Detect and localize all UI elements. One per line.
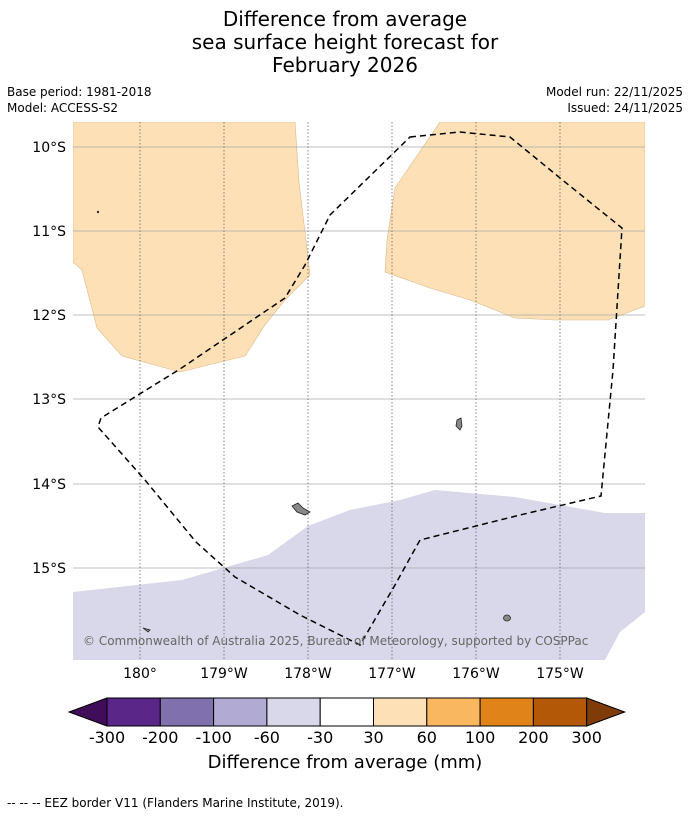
colorbar-tick-label: -30 bbox=[307, 728, 334, 747]
lat-label: 11°S bbox=[32, 224, 66, 240]
lon-label: 175°W bbox=[536, 666, 584, 682]
colorbar-extend-high bbox=[586, 697, 627, 727]
colorbar-tick-label: -100 bbox=[195, 728, 232, 747]
title-line-1: Difference from average bbox=[222, 7, 468, 31]
colorbar-segment bbox=[532, 697, 588, 727]
colorbar-tick-label: 100 bbox=[464, 728, 496, 747]
lon-label: 177°W bbox=[368, 666, 416, 682]
title-line-3: February 2026 bbox=[272, 53, 418, 77]
island-southeast bbox=[503, 614, 511, 622]
meta-right: Model run: 22/11/2025 Issued: 24/11/2025 bbox=[546, 84, 683, 116]
negative-anomaly-region-south bbox=[73, 490, 645, 660]
island-central bbox=[291, 502, 311, 516]
attribution-text: © Commonwealth of Australia 2025, Bureau… bbox=[83, 634, 588, 648]
lat-label: 14°S bbox=[32, 477, 66, 493]
lon-label: 180° bbox=[123, 666, 157, 682]
island-east bbox=[455, 417, 463, 431]
lat-label: 15°S bbox=[32, 561, 66, 577]
colorbar-segment bbox=[373, 697, 428, 727]
colorbar-title: Difference from average (mm) bbox=[207, 752, 483, 773]
colorbar-segment bbox=[479, 697, 534, 727]
lat-labels: 10°S 11°S 12°S 13°S 14°S 15°S bbox=[32, 140, 66, 577]
issued-date: Issued: 24/11/2025 bbox=[567, 101, 683, 115]
colorbar-tick-label: 30 bbox=[363, 728, 384, 747]
chart-title: Difference from average sea surface heig… bbox=[0, 8, 690, 77]
colorbar-tick-label: -60 bbox=[253, 728, 280, 747]
lon-labels: 180° 179°W 178°W 177°W 176°W 175°W bbox=[123, 666, 584, 682]
base-period: Base period: 1981-2018 bbox=[7, 85, 152, 99]
eez-footnote: -- -- -- EEZ border V11 (Flanders Marine… bbox=[7, 796, 344, 810]
colorbar-segment bbox=[319, 697, 375, 727]
colorbar-tick-label: 300 bbox=[571, 728, 602, 747]
lat-label: 13°S bbox=[32, 392, 66, 408]
colorbar-extend-low bbox=[67, 697, 108, 727]
lon-label: 176°W bbox=[452, 666, 500, 682]
colorbar-tick-label: 60 bbox=[416, 728, 437, 747]
lon-label: 178°W bbox=[284, 666, 332, 682]
colorbar-tick-label: 200 bbox=[518, 728, 549, 747]
colorbar-tick-label: -200 bbox=[142, 728, 179, 747]
colorbar-segment bbox=[213, 697, 268, 727]
island-southwest bbox=[142, 627, 151, 633]
colorbar-segment bbox=[426, 697, 481, 727]
colorbar-segment bbox=[266, 697, 321, 727]
islands bbox=[96, 210, 511, 633]
graticule bbox=[73, 122, 645, 660]
positive-anomaly-region-west bbox=[73, 122, 311, 373]
colorbar-segment bbox=[106, 697, 161, 727]
meta-left: Base period: 1981-2018 Model: ACCESS-S2 bbox=[7, 84, 152, 116]
model-run: Model run: 22/11/2025 bbox=[545, 85, 683, 99]
colorbar bbox=[67, 697, 627, 727]
map-area: © Commonwealth of Australia 2025, Bureau… bbox=[73, 122, 645, 660]
eez-border bbox=[97, 131, 623, 646]
colorbar-tick-label: -300 bbox=[88, 728, 126, 747]
lon-label: 179°W bbox=[200, 666, 248, 682]
island-northwest bbox=[96, 210, 100, 214]
lat-label: 12°S bbox=[32, 308, 66, 324]
title-line-2: sea surface height forecast for bbox=[191, 30, 499, 54]
model-name: Model: ACCESS-S2 bbox=[7, 101, 119, 115]
colorbar-segment bbox=[159, 697, 215, 727]
lat-label: 10°S bbox=[32, 140, 66, 156]
